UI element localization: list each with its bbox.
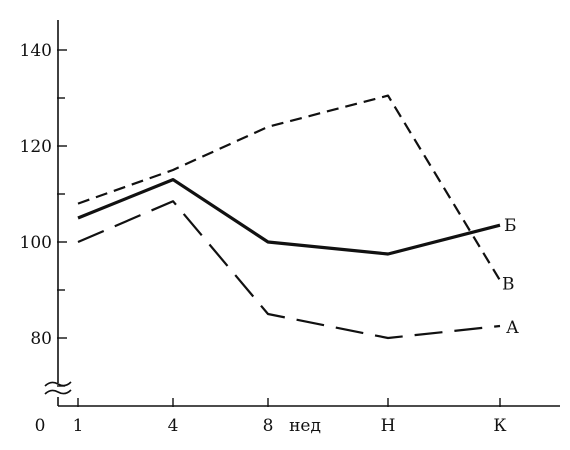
series-lines bbox=[77, 94, 501, 340]
x-origin-label: 0 bbox=[35, 416, 46, 436]
y-axis-ticks: 80 100 120 140 bbox=[20, 41, 67, 387]
y-axis-break-mark bbox=[44, 389, 72, 395]
x-tick-label: 8 bbox=[263, 416, 274, 436]
y-tick-label: 120 bbox=[20, 137, 52, 157]
y-tick-label: 140 bbox=[20, 41, 52, 61]
series-line-В bbox=[77, 94, 501, 281]
series-label: Б bbox=[504, 216, 517, 236]
axes bbox=[44, 20, 560, 407]
x-tick-label: К bbox=[493, 416, 506, 436]
y-axis-break-mark bbox=[44, 381, 72, 387]
x-tick-label: 4 bbox=[168, 416, 179, 436]
series-labels: Б В А bbox=[502, 216, 519, 338]
y-tick-label: 100 bbox=[20, 233, 52, 253]
series-line-А bbox=[77, 200, 501, 340]
x-unit-label: нед bbox=[289, 416, 321, 436]
series-label: А bbox=[506, 318, 519, 338]
series-line-Б bbox=[77, 178, 501, 256]
y-tick-label: 80 bbox=[30, 329, 52, 349]
x-tick-label: Н bbox=[381, 416, 396, 436]
x-tick-label: 1 bbox=[73, 416, 84, 436]
series-label: В bbox=[502, 274, 515, 294]
